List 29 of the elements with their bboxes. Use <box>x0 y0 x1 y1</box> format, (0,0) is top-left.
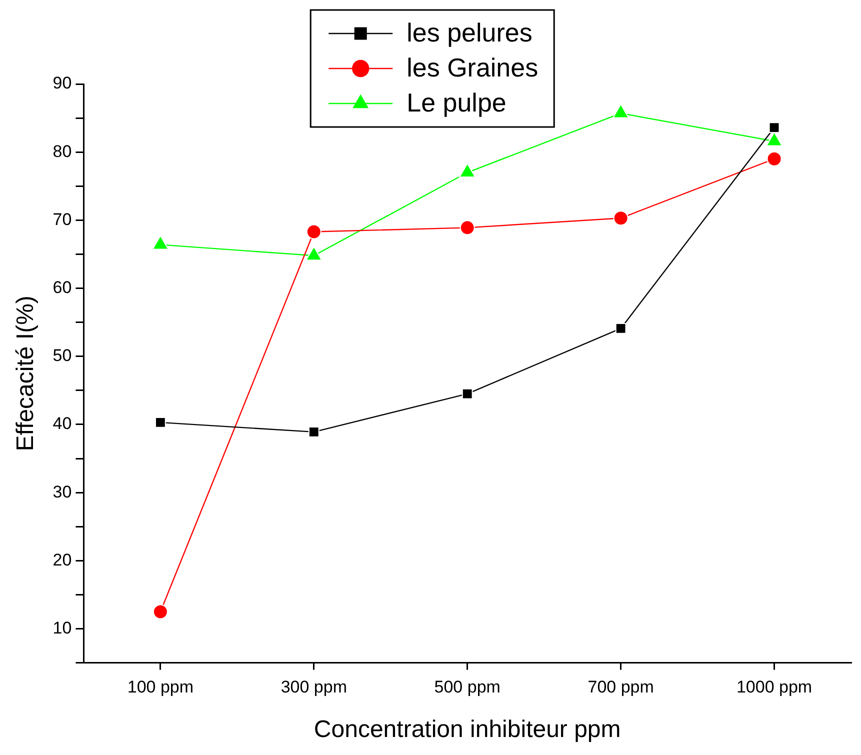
y-tick-label: 40 <box>52 414 72 434</box>
point <box>306 224 322 240</box>
x-tick-label: 100 ppm <box>127 678 194 697</box>
point <box>152 604 168 620</box>
point <box>460 220 475 236</box>
point <box>768 122 780 134</box>
y-tick-label: 30 <box>52 482 72 502</box>
point <box>308 426 320 438</box>
legend-label: les pelures <box>406 18 532 48</box>
x-tick-label: 1000 ppm <box>736 678 812 697</box>
point <box>615 323 626 334</box>
point <box>766 151 782 166</box>
point <box>154 416 166 428</box>
y-tick-label: 50 <box>52 346 72 366</box>
y-tick-label: 10 <box>52 618 72 638</box>
point <box>613 210 628 226</box>
y-tick-label: 90 <box>52 74 72 93</box>
x-axis-title: Concentration inhibiteur ppm <box>314 716 621 744</box>
legend-label: les Graines <box>406 52 538 83</box>
x-tick-label: 500 ppm <box>434 678 500 697</box>
point <box>462 388 473 400</box>
legend-label: Le pulpe <box>406 88 506 118</box>
y-tick-label: 20 <box>52 550 72 570</box>
y-tick-label: 70 <box>52 210 72 229</box>
x-tick-label: 300 ppm <box>280 678 347 697</box>
y-axis-title: Effecacité I(%) <box>12 296 40 452</box>
y-tick-label: 60 <box>52 278 72 297</box>
x-tick-label: 700 ppm <box>588 678 654 697</box>
y-tick-label: 80 <box>52 142 72 161</box>
